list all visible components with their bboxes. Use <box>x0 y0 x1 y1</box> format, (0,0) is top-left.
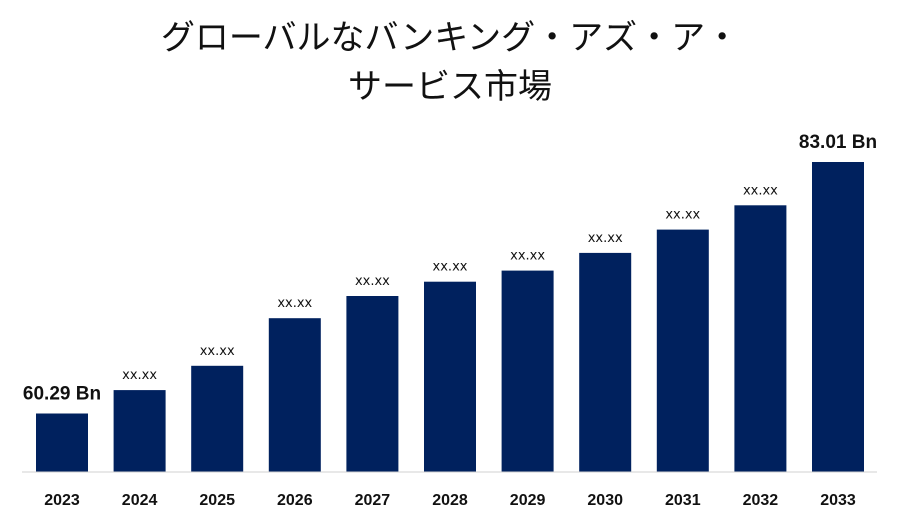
x-tick-label-2025: 2025 <box>199 492 235 509</box>
x-tick-label-2029: 2029 <box>510 492 546 509</box>
value-label-2029: xx.xx <box>510 249 545 264</box>
value-label-2030: xx.xx <box>588 231 623 246</box>
chart-title-line-1: グローバルなバンキング・アズ・ア・ <box>160 18 740 58</box>
x-tick-label-2026: 2026 <box>277 492 313 509</box>
bar-2028 <box>424 281 476 472</box>
value-label-2025: xx.xx <box>200 344 235 359</box>
bar-2025 <box>191 365 244 472</box>
bar-2026 <box>268 318 321 472</box>
x-tick-label-2023: 2023 <box>44 492 80 509</box>
value-labels-group: 60.29 Bn xx.xx xx.xx xx.xx xx.xx xx.xx xx.xx xx… <box>23 132 877 405</box>
value-label-2024: xx.xx <box>122 368 157 383</box>
bar-2024 <box>113 390 166 472</box>
bar-2027 <box>346 296 399 472</box>
value-label-2027: xx.xx <box>355 274 390 289</box>
value-label-2023: 60.29 Bn <box>23 384 101 405</box>
bar-2032 <box>734 205 787 473</box>
value-label-2031: xx.xx <box>665 208 700 223</box>
x-tick-label-2032: 2032 <box>743 492 779 509</box>
x-tick-label-2030: 2030 <box>587 492 623 509</box>
x-tick-label-2031: 2031 <box>665 492 701 509</box>
chart-title: グローバルなバンキング・アズ・ア・ サービス市場 <box>0 14 900 112</box>
x-tick-label-2027: 2027 <box>355 492 391 509</box>
x-tick-label-2033: 2033 <box>820 492 856 509</box>
x-tick-label-2024: 2024 <box>122 492 158 509</box>
bar-2031 <box>656 229 709 472</box>
chart-title-line-2: サービス市場 <box>348 67 552 107</box>
bar-2029 <box>501 270 554 472</box>
bar-2033 <box>812 162 864 472</box>
bar-2030 <box>579 252 632 472</box>
value-label-2028: xx.xx <box>433 260 468 275</box>
value-label-2033: 83.01 Bn <box>799 132 877 153</box>
value-label-2032: xx.xx <box>743 183 778 198</box>
value-label-2026: xx.xx <box>277 296 312 311</box>
bars-group <box>36 162 864 473</box>
bar-2023 <box>36 413 88 472</box>
x-tick-label-2028: 2028 <box>432 492 468 509</box>
x-tick-labels-group: 2023 2024 2025 2026 2027 2028 2029 2030 2031 2032… <box>44 492 856 509</box>
